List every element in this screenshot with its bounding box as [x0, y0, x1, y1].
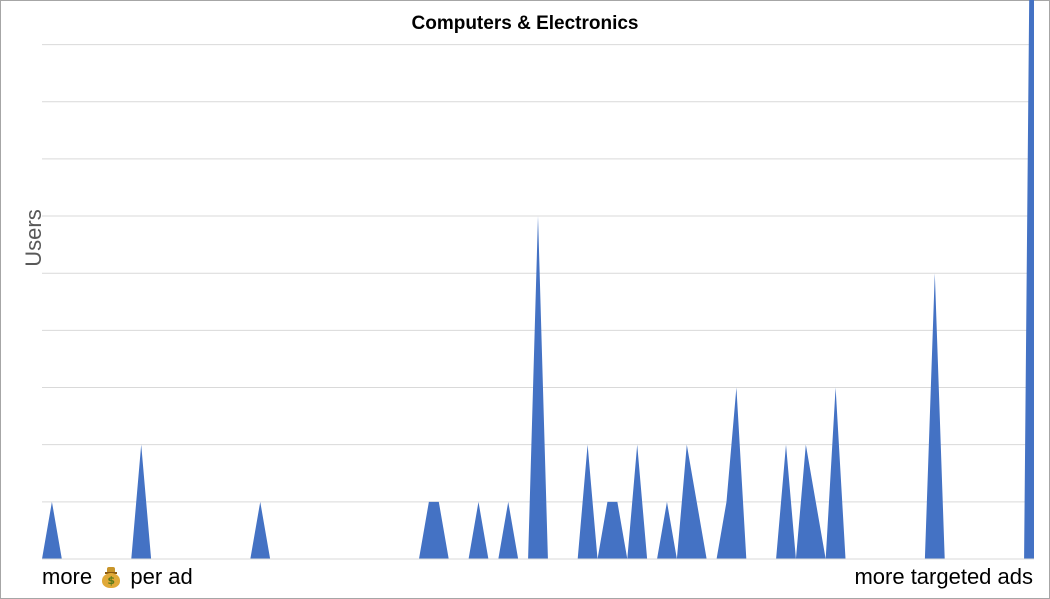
chart-title: Computers & Electronics — [411, 13, 639, 34]
left-caption-suffix: per ad — [130, 564, 193, 589]
left-caption-prefix: more — [42, 564, 93, 589]
y-axis-label: Users — [21, 209, 46, 267]
money-bag-icon: $ — [101, 566, 121, 588]
x-axis-left-caption: more $ per ad — [42, 564, 193, 590]
area-series-shape — [42, 0, 1034, 559]
x-axis-right-caption: more targeted ads — [854, 564, 1033, 589]
area-series — [42, 0, 1034, 559]
